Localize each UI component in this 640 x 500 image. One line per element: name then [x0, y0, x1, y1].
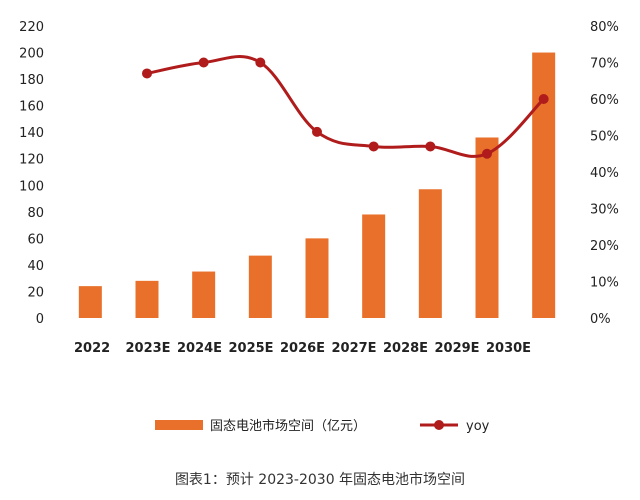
- yoy-point: [312, 126, 322, 137]
- y-right-tick-label: 80%: [590, 20, 619, 35]
- x-tick-label: 2022: [74, 341, 110, 356]
- bar: [78, 286, 102, 318]
- bar: [362, 214, 386, 318]
- yoy-point: [538, 94, 549, 104]
- bars-group: [78, 52, 556, 318]
- bar: [305, 238, 329, 318]
- y-right-tick-label: 10%: [590, 276, 619, 291]
- y-left-tick-label: 0: [36, 312, 44, 327]
- y-left-tick-label: 200: [19, 47, 44, 62]
- y-right-tick-label: 50%: [590, 130, 619, 145]
- y-left-tick-label: 80: [27, 206, 44, 221]
- bar: [192, 271, 216, 318]
- yoy-point: [482, 148, 492, 159]
- y-left-tick-label: 20: [27, 285, 44, 300]
- yoy-point: [425, 141, 436, 152]
- y-right-tick-label: 0%: [590, 312, 611, 327]
- y-left-tick-label: 140: [19, 126, 44, 141]
- x-axis: 2022 2023E 2024E 2025E 2026E 2027E 2028E 2029E 2…: [74, 341, 531, 356]
- x-tick-label: 2025E: [229, 341, 274, 356]
- x-tick-label: 2030E: [486, 341, 531, 356]
- yoy-point: [255, 57, 266, 68]
- y-right-tick-label: 20%: [590, 239, 619, 254]
- legend-bar-label: 固态电池市场空间（亿元）: [210, 418, 366, 434]
- x-tick-label: 2028E: [383, 341, 428, 356]
- yoy-point: [142, 68, 152, 79]
- x-tick-label: 2024E: [177, 341, 222, 356]
- yoy-point: [368, 141, 379, 152]
- legend-line-label: yoy: [466, 419, 490, 434]
- y-left-tick-label: 180: [19, 73, 44, 88]
- y-left-tick-label: 220: [19, 20, 44, 35]
- bar: [135, 280, 159, 318]
- legend: 固态电池市场空间（亿元） yoy: [155, 418, 490, 434]
- bar: [532, 52, 556, 318]
- y-axis-left: 0 20 40 60 80 100 120 140 160 180 200 220: [19, 20, 44, 327]
- yoy-line-group: [142, 54, 549, 159]
- y-left-tick-label: 100: [19, 179, 44, 194]
- bar: [475, 137, 499, 318]
- yoy-point: [198, 57, 209, 68]
- x-tick-label: 2029E: [435, 341, 480, 356]
- y-axis-right: 0% 10% 20% 30% 40% 50% 60% 70% 80%: [590, 20, 619, 327]
- bar: [418, 189, 442, 318]
- figure-caption: 图表1：预计 2023-2030 年固态电池市场空间: [175, 471, 465, 488]
- legend-bar-swatch: [155, 420, 203, 430]
- y-left-tick-label: 40: [27, 259, 44, 274]
- x-tick-label: 2023E: [126, 341, 171, 356]
- y-right-tick-label: 70%: [590, 57, 619, 72]
- bar: [248, 255, 272, 318]
- y-left-tick-label: 120: [19, 153, 44, 168]
- y-right-tick-label: 40%: [590, 166, 619, 181]
- y-left-tick-label: 160: [19, 100, 44, 115]
- y-right-tick-label: 60%: [590, 93, 619, 108]
- legend-line-marker: [434, 420, 444, 430]
- y-right-tick-label: 30%: [590, 203, 619, 218]
- y-left-tick-label: 60: [27, 232, 44, 247]
- x-tick-label: 2027E: [332, 341, 377, 356]
- x-tick-label: 2026E: [280, 341, 325, 356]
